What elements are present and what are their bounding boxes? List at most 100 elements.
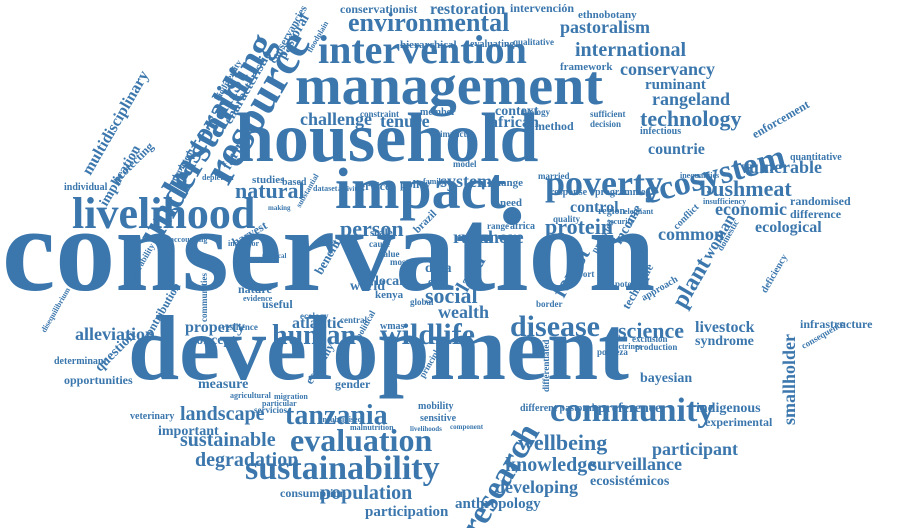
word-gender: gender bbox=[335, 377, 371, 391]
word-pobreza: pobreza bbox=[597, 347, 628, 357]
word-servicios: servicios bbox=[254, 405, 287, 415]
word-international: international bbox=[575, 39, 687, 61]
word-member: member bbox=[420, 107, 456, 118]
word-science: science bbox=[618, 318, 684, 343]
word-indigenous: indigenous bbox=[696, 401, 761, 416]
word-world: world bbox=[350, 279, 385, 294]
word-range: range bbox=[487, 221, 509, 231]
word-family: family bbox=[423, 177, 445, 186]
word-agricultural: agricultural bbox=[230, 391, 271, 400]
word-ecology: ecology bbox=[300, 311, 329, 321]
word-framework: framework bbox=[560, 61, 613, 73]
word-technology: technology bbox=[640, 106, 742, 131]
word-disease: disease bbox=[510, 310, 600, 343]
word-intervention: intervention bbox=[318, 27, 527, 72]
word-local: local bbox=[375, 274, 403, 289]
word-wellbeing: wellbeing bbox=[518, 430, 608, 455]
word-wildlife: wildlife bbox=[380, 318, 475, 351]
word-control: control bbox=[570, 199, 619, 216]
word-participation: participation bbox=[365, 504, 449, 520]
word-management: management bbox=[295, 55, 603, 117]
word-qualitative: qualitative bbox=[513, 37, 555, 47]
word-rangeland: rangeland bbox=[652, 89, 731, 109]
word-decision: decision bbox=[590, 119, 622, 129]
word-central: central bbox=[340, 315, 367, 325]
word-vulnerable: vulnerable bbox=[740, 157, 823, 177]
word-unsubsidised: unsubsidised bbox=[318, 415, 363, 424]
word-report: report bbox=[570, 269, 595, 279]
word-doctrines: doctrines bbox=[610, 342, 642, 351]
word-studies: studies bbox=[252, 174, 285, 186]
word-population: population bbox=[320, 482, 413, 504]
word-environmental: environmental bbox=[348, 8, 510, 37]
word-knowledge: knowledge bbox=[505, 454, 597, 476]
word-evaluation: evaluation bbox=[290, 422, 433, 458]
word-nature: nature bbox=[238, 282, 272, 296]
word-protein: protein bbox=[545, 214, 614, 239]
word-constraint: constraint bbox=[360, 109, 399, 119]
word-component: component bbox=[450, 423, 484, 431]
word-anthropology: anthropology bbox=[455, 496, 541, 512]
word-important: important bbox=[158, 424, 219, 439]
word-enforcement: enforcement bbox=[749, 97, 812, 142]
word-change: change bbox=[490, 177, 523, 189]
word-method: method bbox=[535, 119, 574, 133]
word-evaluating: evaluating bbox=[470, 39, 515, 50]
word-livestock: livestock bbox=[695, 319, 755, 336]
word-sufficient: sufficient bbox=[590, 109, 626, 119]
word-tanzania: tanzania bbox=[285, 400, 388, 431]
word-malnutrition: malnutrition bbox=[350, 423, 394, 432]
word-individual: individual bbox=[64, 182, 108, 193]
word-production: production bbox=[635, 342, 678, 352]
word-experimental: experimental bbox=[705, 415, 773, 429]
word-married: married bbox=[538, 171, 570, 181]
word-different-pastoral: different pastoral bbox=[520, 403, 595, 414]
word-elephant: elephant bbox=[624, 207, 654, 216]
word-determinant: determinant bbox=[54, 356, 107, 367]
word-natural: natural bbox=[235, 178, 305, 203]
word-scale: scale bbox=[370, 227, 393, 239]
word-context: context bbox=[495, 104, 539, 119]
word-alleviation: alleviation bbox=[75, 324, 155, 344]
word-need: need bbox=[500, 197, 522, 209]
word-sustainable: sustainable bbox=[180, 429, 276, 451]
word-useful: useful bbox=[262, 297, 293, 311]
word-infectious: infectious bbox=[640, 126, 682, 137]
word-conservancy: conservancy bbox=[620, 59, 715, 79]
word-measure: measure bbox=[198, 377, 249, 392]
word-livelihood: livelihood bbox=[72, 189, 256, 238]
word-ecosistemicos: ecosistémicos bbox=[590, 474, 670, 489]
word-more: more bbox=[484, 227, 524, 247]
word-ecological: ecological bbox=[755, 219, 822, 236]
word-cause: cause bbox=[369, 239, 390, 249]
word-system: system bbox=[440, 171, 492, 191]
word-veterinary: veterinary bbox=[130, 411, 175, 422]
word-economic: economic bbox=[715, 199, 787, 219]
word-global: global bbox=[410, 297, 434, 307]
word-security: security bbox=[607, 217, 635, 226]
word-response: response bbox=[550, 187, 588, 198]
word-social: social bbox=[425, 283, 478, 308]
word-degradation: degradation bbox=[195, 449, 299, 471]
word-development: development bbox=[128, 297, 629, 399]
word-african: african bbox=[490, 114, 539, 131]
word-human: human bbox=[272, 320, 357, 351]
word-model: model bbox=[453, 159, 477, 169]
word-wmas: wmas bbox=[380, 321, 405, 332]
word-property: property bbox=[185, 319, 246, 336]
word-rural: rural bbox=[453, 227, 493, 247]
word-programme: programme bbox=[595, 187, 646, 198]
word-difference: difference bbox=[790, 207, 842, 221]
word-challenge: challenge bbox=[300, 109, 372, 129]
word-quantitative: quantitative bbox=[790, 152, 842, 163]
word-border: border bbox=[536, 299, 563, 309]
word-value: value bbox=[379, 249, 400, 259]
word-dataset: dataset bbox=[313, 184, 338, 193]
word-concept: concept bbox=[190, 333, 236, 348]
word-wealth: wealth bbox=[438, 302, 489, 322]
word-migration: migration bbox=[274, 392, 308, 401]
word-region: region bbox=[598, 206, 626, 217]
word-syndrome: syndrome bbox=[695, 334, 754, 349]
word-quality: quality bbox=[553, 214, 581, 224]
